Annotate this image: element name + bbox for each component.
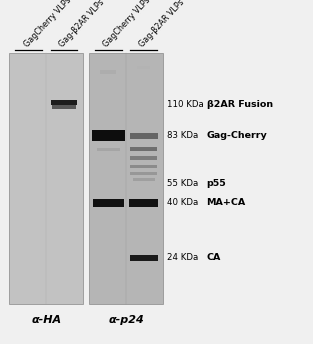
Text: Gag-β2AR VLPs: Gag-β2AR VLPs <box>57 0 106 49</box>
FancyBboxPatch shape <box>131 165 157 168</box>
Text: Gag-β2AR VLPs: Gag-β2AR VLPs <box>137 0 186 49</box>
FancyBboxPatch shape <box>130 132 158 139</box>
FancyBboxPatch shape <box>92 130 125 141</box>
FancyBboxPatch shape <box>131 156 157 160</box>
Text: MA+CA: MA+CA <box>207 198 246 207</box>
Text: 55 KDa: 55 KDa <box>167 180 199 189</box>
FancyBboxPatch shape <box>131 172 157 175</box>
Text: 83 KDa: 83 KDa <box>167 131 199 140</box>
FancyBboxPatch shape <box>129 199 158 206</box>
FancyBboxPatch shape <box>93 199 124 206</box>
FancyBboxPatch shape <box>131 147 157 151</box>
Text: GagCherry VLPs: GagCherry VLPs <box>102 0 152 49</box>
FancyBboxPatch shape <box>51 99 77 105</box>
FancyBboxPatch shape <box>100 70 116 74</box>
FancyBboxPatch shape <box>89 53 163 304</box>
Text: GagCherry VLPs: GagCherry VLPs <box>22 0 73 49</box>
FancyBboxPatch shape <box>133 179 155 181</box>
Text: 24 KDa: 24 KDa <box>167 254 199 262</box>
Text: 40 KDa: 40 KDa <box>167 198 199 207</box>
Text: α-p24: α-p24 <box>108 315 144 325</box>
Text: 110 KDa: 110 KDa <box>167 99 204 109</box>
FancyBboxPatch shape <box>9 53 83 304</box>
FancyBboxPatch shape <box>137 65 150 69</box>
Text: β2AR Fusion: β2AR Fusion <box>207 99 273 109</box>
FancyBboxPatch shape <box>52 105 76 108</box>
Text: Gag-Cherry: Gag-Cherry <box>207 131 267 140</box>
FancyBboxPatch shape <box>130 255 158 261</box>
Text: α-HA: α-HA <box>31 315 61 325</box>
Text: p55: p55 <box>207 180 226 189</box>
Text: CA: CA <box>207 254 221 262</box>
FancyBboxPatch shape <box>96 148 120 151</box>
